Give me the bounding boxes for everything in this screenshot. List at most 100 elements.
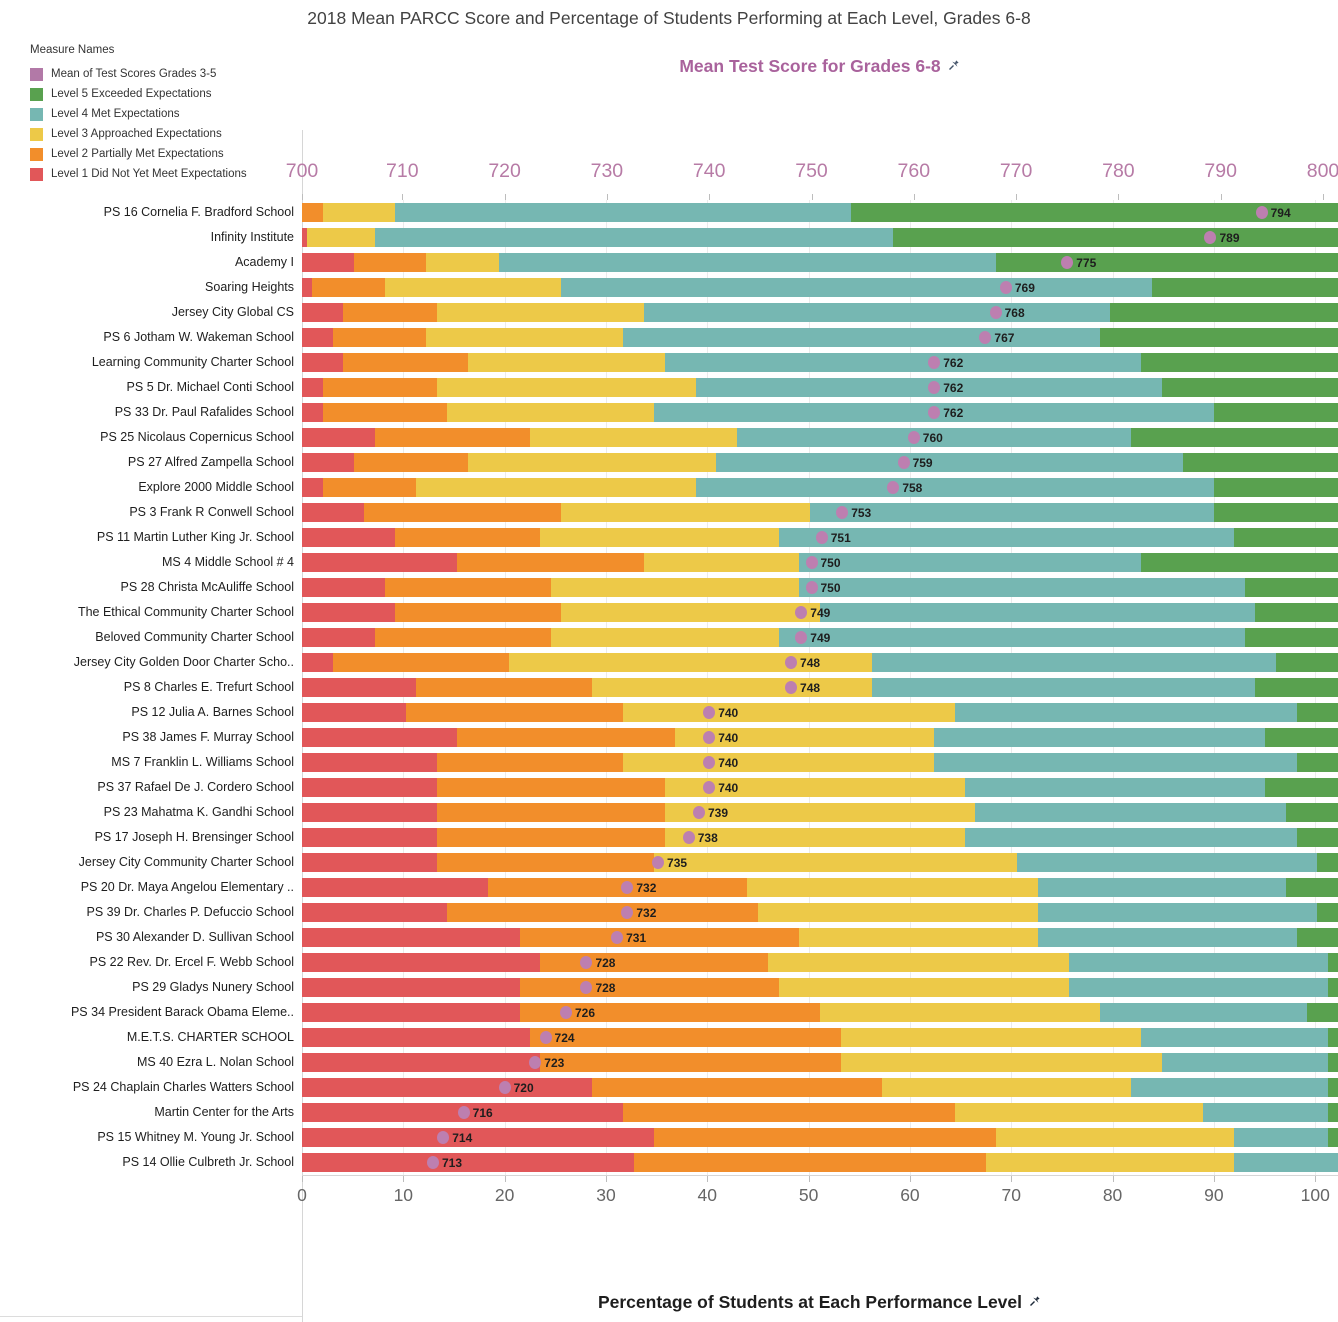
bar-segment-level4[interactable] (799, 578, 1245, 597)
bar-segment-level4[interactable] (1141, 1028, 1328, 1047)
bar-segment-level1[interactable] (302, 453, 354, 472)
bar-segment-level3[interactable] (996, 1128, 1235, 1147)
school-label[interactable]: PS 39 Dr. Charles P. Defuccio School (86, 905, 294, 919)
bar-segment-level4[interactable] (1234, 1153, 1338, 1172)
bar-segment-level4[interactable] (623, 328, 1100, 347)
bar-segment-level3[interactable] (664, 828, 966, 847)
bar-segment-level2[interactable] (353, 453, 468, 472)
bar-segment-level1[interactable] (302, 553, 458, 572)
bar-segment-level1[interactable] (302, 803, 437, 822)
bar-segment-level2[interactable] (415, 678, 593, 697)
bar-segment-level4[interactable] (933, 728, 1266, 747)
legend-swatch[interactable] (30, 87, 43, 101)
bar-segment-level1[interactable] (302, 728, 458, 747)
bar-segment-level1[interactable] (302, 1053, 541, 1072)
mean-score-dot[interactable] (703, 731, 716, 744)
bar-segment-level5[interactable] (1296, 753, 1338, 772)
school-label[interactable]: The Ethical Community Charter School (77, 605, 294, 619)
bar-segment-level2[interactable] (633, 1153, 986, 1172)
mean-score-dot[interactable] (1255, 206, 1268, 219)
bar-segment-level3[interactable] (550, 628, 779, 647)
bar-segment-level5[interactable] (851, 203, 1338, 222)
bar-segment-level5[interactable] (1265, 778, 1338, 797)
mean-score-dot[interactable] (559, 1006, 572, 1019)
bar-segment-level2[interactable] (364, 503, 561, 522)
bar-segment-level3[interactable] (436, 303, 644, 322)
bar-segment-level4[interactable] (799, 553, 1142, 572)
legend-swatch[interactable] (30, 107, 43, 121)
school-label[interactable]: PS 30 Alexander D. Sullivan School (95, 930, 294, 944)
bar-segment-level1[interactable] (302, 603, 396, 622)
bar-segment-level4[interactable] (1068, 953, 1328, 972)
bar-segment-level1[interactable] (302, 1128, 655, 1147)
bar-segment-level1[interactable] (302, 678, 416, 697)
bar-segment-level5[interactable] (1255, 603, 1338, 622)
mean-score-dot[interactable] (529, 1056, 542, 1069)
bar-segment-level4[interactable] (1130, 1078, 1328, 1097)
school-label[interactable]: PS 22 Rev. Dr. Ercel F. Webb School (89, 955, 295, 969)
bar-segment-level2[interactable] (333, 328, 427, 347)
bar-segment-level1[interactable] (302, 778, 437, 797)
bar-segment-level3[interactable] (426, 328, 624, 347)
mean-score-dot[interactable] (611, 931, 624, 944)
mean-score-dot[interactable] (652, 856, 665, 869)
bar-segment-level5[interactable] (1141, 353, 1338, 372)
bar-segment-level2[interactable] (353, 253, 427, 272)
bar-segment-level5[interactable] (1213, 478, 1338, 497)
bar-segment-level1[interactable] (302, 828, 437, 847)
bar-segment-level2[interactable] (322, 378, 437, 397)
bar-segment-level3[interactable] (384, 278, 561, 297)
mean-score-dot[interactable] (795, 631, 808, 644)
bar-segment-level4[interactable] (975, 803, 1287, 822)
bar-segment-level4[interactable] (737, 428, 1131, 447)
bar-segment-level1[interactable] (302, 1153, 634, 1172)
mean-score-dot[interactable] (785, 681, 798, 694)
bar-segment-level4[interactable] (1037, 903, 1318, 922)
bar-segment-level1[interactable] (302, 253, 354, 272)
bar-segment-level3[interactable] (529, 428, 738, 447)
bar-segment-level5[interactable] (1327, 1028, 1338, 1047)
school-label[interactable]: Infinity Institute (210, 230, 294, 244)
bar-segment-level4[interactable] (778, 528, 1235, 547)
mean-score-dot[interactable] (897, 456, 910, 469)
bar-segment-level2[interactable] (592, 1078, 883, 1097)
bar-segment-level4[interactable] (1068, 978, 1328, 997)
mean-score-dot[interactable] (621, 906, 634, 919)
bar-segment-level2[interactable] (436, 778, 665, 797)
bar-segment-level5[interactable] (1182, 453, 1338, 472)
bar-segment-level5[interactable] (1213, 403, 1338, 422)
mean-score-dot[interactable] (887, 481, 900, 494)
bar-segment-level2[interactable] (654, 1128, 997, 1147)
bar-segment-level2[interactable] (540, 953, 769, 972)
school-label[interactable]: PS 23 Mahatma K. Gandhi School (103, 805, 294, 819)
bar-segment-level3[interactable] (882, 1078, 1131, 1097)
bar-segment-level5[interactable] (1234, 528, 1338, 547)
mean-score-dot[interactable] (928, 381, 941, 394)
legend-swatch[interactable] (30, 127, 43, 141)
school-label[interactable]: PS 37 Rafael De J. Cordero School (97, 780, 294, 794)
bar-segment-level1[interactable] (302, 353, 344, 372)
bar-segment-level3[interactable] (778, 978, 1069, 997)
bar-segment-level5[interactable] (1141, 553, 1338, 572)
bar-segment-level5[interactable] (1130, 428, 1338, 447)
bar-segment-level3[interactable] (623, 753, 934, 772)
bar-segment-level5[interactable] (1296, 928, 1338, 947)
school-label[interactable]: PS 17 Joseph H. Brensinger School (94, 830, 294, 844)
bar-segment-level2[interactable] (312, 278, 385, 297)
mean-score-dot[interactable] (805, 556, 818, 569)
bar-segment-level4[interactable] (1037, 878, 1287, 897)
bar-segment-level3[interactable] (840, 1028, 1142, 1047)
bar-segment-level2[interactable] (395, 528, 541, 547)
bar-segment-level1[interactable] (302, 1028, 530, 1047)
school-label[interactable]: PS 15 Whitney M. Young Jr. School (97, 1130, 294, 1144)
bar-segment-level2[interactable] (447, 903, 758, 922)
bar-segment-level1[interactable] (302, 303, 344, 322)
mean-score-dot[interactable] (979, 331, 992, 344)
bar-segment-level1[interactable] (302, 703, 406, 722)
bar-segment-level1[interactable] (302, 403, 323, 422)
mean-score-dot[interactable] (703, 706, 716, 719)
mean-score-dot[interactable] (682, 831, 695, 844)
mean-score-dot[interactable] (928, 356, 941, 369)
bar-segment-level3[interactable] (307, 228, 375, 247)
bar-segment-level2[interactable] (333, 653, 510, 672)
